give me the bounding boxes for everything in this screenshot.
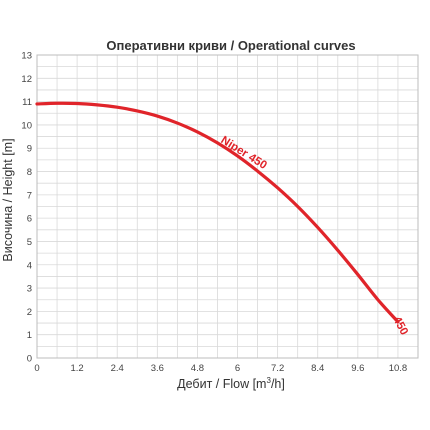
- y-tick-label: 4: [27, 260, 32, 271]
- y-tick-label: 3: [27, 284, 32, 295]
- y-tick-label: 2: [27, 307, 32, 318]
- x-tick-label: 6: [235, 363, 240, 374]
- grid: [36, 54, 419, 359]
- series-label-niper-450: Niper 450: [219, 134, 269, 172]
- y-tick-label: 13: [21, 51, 32, 62]
- series-line-niper-450: [35, 101, 400, 324]
- y-tick-label: 10: [21, 120, 32, 131]
- x-tick-label: 7.2: [271, 363, 284, 374]
- y-tick-label: 6: [27, 214, 32, 225]
- x-axis-label: Дебит / Flow [m3/h]: [177, 376, 285, 391]
- x-tick-label: 1.2: [70, 363, 83, 374]
- axes: [36, 54, 419, 359]
- x-tick-label: 0: [34, 363, 39, 374]
- y-axis-label: Височина / Height [m]: [1, 138, 15, 261]
- y-tick-label: 1: [27, 330, 32, 341]
- series-end-label-450: 450: [390, 315, 410, 338]
- y-tick-label: 12: [21, 74, 32, 85]
- chart-title: Оперативни криви / Operational curves: [106, 38, 355, 53]
- y-tick-label: 0: [27, 354, 32, 365]
- y-tick-label: 11: [22, 97, 32, 108]
- x-tick-label: 8.4: [311, 363, 324, 374]
- x-tick-labels: 0 1.2 2.4 3.6 4.8 6 7.2 8.4 9.6 10.8: [34, 363, 407, 374]
- y-tick-label: 5: [27, 237, 32, 248]
- y-tick-label: 8: [27, 167, 32, 178]
- x-tick-label: 3.6: [151, 363, 164, 374]
- plot-frame: [36, 54, 419, 359]
- x-tick-label: 9.6: [351, 363, 364, 374]
- x-tick-label: 10.8: [389, 363, 408, 374]
- y-tick-label: 7: [27, 190, 32, 201]
- x-tick-label: 2.4: [111, 363, 124, 374]
- x-tick-label: 4.8: [191, 363, 204, 374]
- y-tick-label: 9: [27, 144, 32, 155]
